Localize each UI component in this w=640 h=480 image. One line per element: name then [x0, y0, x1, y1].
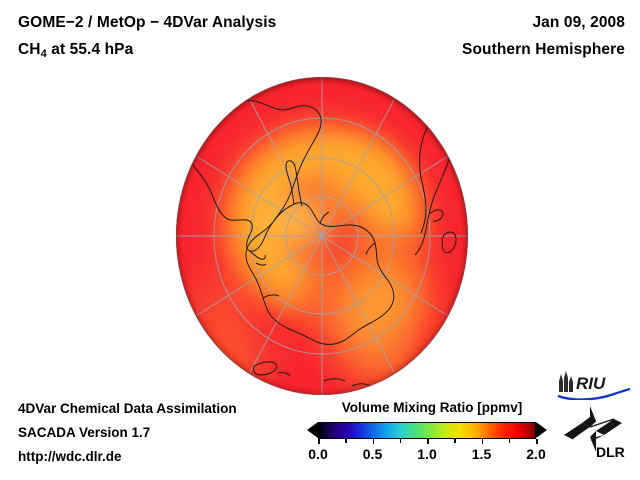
globe-disc	[176, 77, 468, 395]
map-overlay	[176, 77, 468, 395]
species-subscript: 4	[40, 48, 47, 60]
colorbar-tick	[372, 439, 375, 444]
colorbar-tick	[427, 439, 429, 444]
region-label: Southern Hemisphere	[462, 41, 625, 58]
colorbar-ticks	[318, 439, 538, 445]
colorbar-tick-labels: 0.0 0.5 1.0 1.5 2.0	[300, 446, 554, 466]
colorbar-title: Volume Mixing Ratio [ppmv]	[341, 400, 523, 415]
colorbar-tick-label: 2.0	[526, 446, 546, 462]
colorbar	[307, 422, 547, 439]
colorbar-gradient	[318, 422, 536, 439]
colorbar-tick	[345, 439, 347, 443]
species-suffix: at 55.4 hPa	[46, 41, 134, 58]
colorbar-tick-label: 0.0	[308, 446, 328, 462]
colorbar-extend-high-arrow	[536, 422, 547, 438]
colorbar-tick	[508, 439, 511, 443]
date-label: Jan 09, 2008	[532, 14, 625, 31]
colorbar-tick-label: 0.5	[362, 446, 383, 462]
coastlines	[181, 99, 457, 387]
footer-line-url[interactable]: http://wdc.dlr.de	[18, 449, 122, 464]
colorbar-tick-label: 1.5	[471, 446, 492, 462]
species-prefix: CH	[18, 41, 41, 58]
colorbar-tick	[399, 439, 402, 443]
page-title: GOME−2 / MetOp − 4DVar Analysis	[18, 14, 277, 31]
footer-line-method: 4DVar Chemical Data Assimilation	[18, 401, 237, 416]
colorbar-tick	[454, 439, 456, 443]
riu-wordmark: RIU	[576, 374, 606, 393]
dlr-logo-icon	[564, 406, 622, 452]
riu-swoosh-icon	[557, 387, 631, 400]
species-level-label: CH4 at 55.4 hPa	[18, 41, 133, 60]
colorbar-tick	[318, 439, 320, 444]
graticule	[176, 77, 468, 395]
riu-spires-icon	[559, 371, 573, 392]
colorbar-tick-label: 1.0	[417, 446, 437, 462]
dlr-wordmark: DLR	[596, 444, 625, 460]
colorbar-extend-low-arrow	[307, 422, 318, 438]
riu-logo: RIU	[557, 371, 631, 400]
footer-line-version: SACADA Version 1.7	[18, 425, 151, 440]
colorbar-tick	[481, 439, 484, 444]
colorbar-tick	[536, 439, 538, 444]
globe-map	[176, 77, 468, 395]
